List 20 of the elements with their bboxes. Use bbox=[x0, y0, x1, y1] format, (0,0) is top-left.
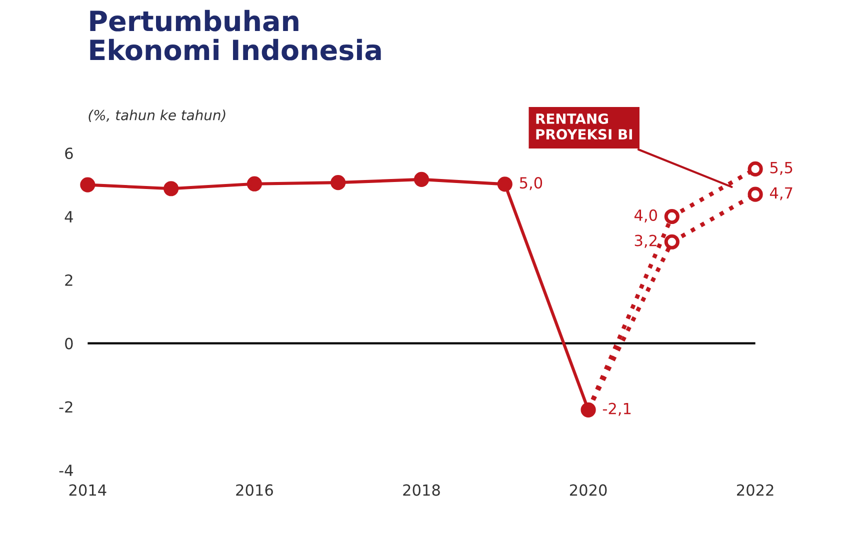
y-tick-label: 6 bbox=[65, 148, 73, 160]
chart-subtitle: (%, tahun ke tahun) bbox=[88, 110, 226, 122]
data-label: 4,0 bbox=[634, 209, 658, 222]
x-tick-label: 2016 bbox=[236, 484, 273, 496]
x-tick-label: 2014 bbox=[69, 484, 106, 496]
data-label: 4,7 bbox=[770, 187, 792, 200]
y-tick-label: 2 bbox=[65, 274, 72, 286]
data-label: 5,0 bbox=[520, 177, 542, 190]
annotation: RENTANG PROYEKSI BI bbox=[536, 113, 632, 140]
y-tick-label: 0 bbox=[65, 338, 73, 350]
y-tick-label: -2 bbox=[59, 401, 72, 413]
x-tick-label: 2020 bbox=[570, 484, 607, 496]
chart-title: Pertumbuhan Ekonomi Indonesia bbox=[90, 10, 381, 60]
data-label: -2,1 bbox=[602, 402, 631, 416]
y-tick-label: -4 bbox=[59, 464, 73, 476]
data-label: 3,2 bbox=[634, 234, 657, 248]
x-tick-label: 2022 bbox=[737, 484, 774, 496]
x-tick-label: 2018 bbox=[403, 484, 440, 496]
data-label: 5,5 bbox=[770, 162, 792, 175]
y-tick-label: 4 bbox=[64, 211, 73, 222]
